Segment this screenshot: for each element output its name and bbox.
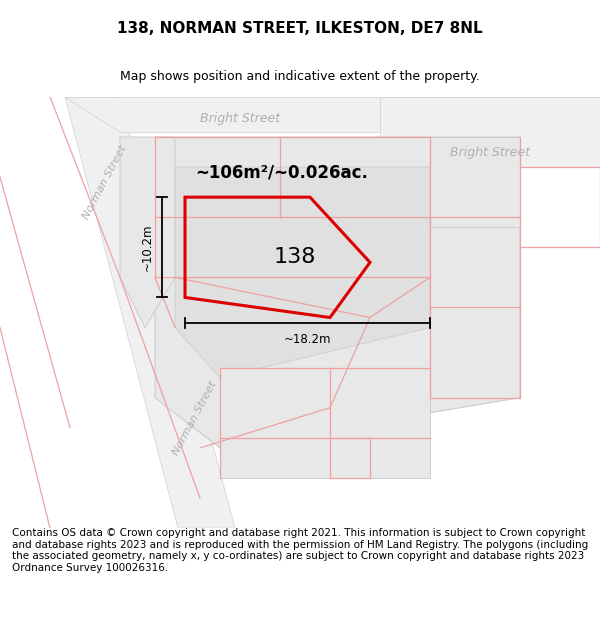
Text: Norman Street: Norman Street [171, 379, 219, 456]
Polygon shape [175, 167, 430, 378]
Polygon shape [380, 97, 600, 167]
Text: Bright Street: Bright Street [450, 146, 530, 159]
Text: Contains OS data © Crown copyright and database right 2021. This information is : Contains OS data © Crown copyright and d… [12, 528, 588, 573]
Text: 138: 138 [274, 248, 316, 268]
Polygon shape [430, 137, 520, 228]
Text: Norman Street: Norman Street [81, 144, 129, 221]
Polygon shape [65, 97, 600, 132]
Text: ~10.2m: ~10.2m [141, 224, 154, 271]
Text: ~106m²/~0.026ac.: ~106m²/~0.026ac. [195, 163, 368, 181]
Text: Map shows position and indicative extent of the property.: Map shows position and indicative extent… [120, 70, 480, 82]
Text: Bright Street: Bright Street [200, 112, 280, 126]
Polygon shape [220, 368, 430, 478]
Polygon shape [155, 137, 520, 448]
Polygon shape [120, 137, 175, 328]
Text: ~18.2m: ~18.2m [284, 332, 331, 346]
Text: 138, NORMAN STREET, ILKESTON, DE7 8NL: 138, NORMAN STREET, ILKESTON, DE7 8NL [117, 21, 483, 36]
Polygon shape [65, 97, 235, 528]
